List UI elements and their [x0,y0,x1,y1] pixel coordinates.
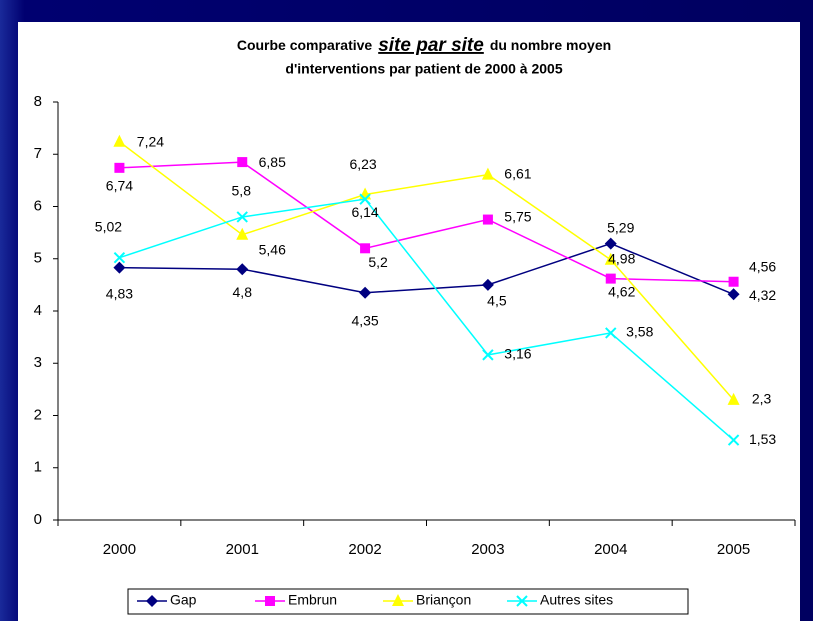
data-label: 7,24 [137,133,164,149]
data-point [236,227,249,240]
data-point [481,167,494,180]
data-point [359,193,371,205]
legend-marker [265,596,275,606]
series-line [119,198,735,441]
data-label: 3,58 [626,324,653,340]
data-point [360,243,371,254]
data-point [605,273,616,284]
legend-marker [146,595,158,607]
data-point [605,327,617,339]
data-label: 6,14 [351,204,378,220]
title-emphasis: site par site [378,35,484,56]
data-point [728,276,739,287]
chart-title: Courbe comparative site par site du nombre… [237,35,611,56]
data-point [604,237,617,250]
data-label: 4,35 [351,312,378,328]
data-point [114,162,125,173]
data-label: 6,74 [106,178,133,194]
y-tick-label: 5 [34,250,42,267]
y-tick-label: 6 [34,197,42,214]
y-tick-label: 0 [34,511,42,528]
data-label: 2,3 [752,391,772,407]
x-tick-label: 2000 [103,541,136,558]
data-point [727,288,740,301]
data-label: 5,29 [607,219,634,235]
data-point [237,157,248,168]
y-tick-label: 7 [34,145,42,162]
series-line [118,141,735,401]
x-tick-label: 2002 [348,541,381,558]
data-point [482,214,493,225]
x-tick-label: 2004 [594,541,627,558]
data-label: 1,53 [749,431,776,447]
data-label: 4,56 [749,258,776,274]
data-label: 4,8 [233,284,253,300]
data-label: 4,5 [487,293,507,309]
data-point [727,392,740,405]
data-point [113,134,126,147]
data-label: 3,16 [504,346,531,362]
data-point [113,251,126,264]
legend-marker [392,594,404,606]
series-line [119,242,734,295]
y-tick-label: 2 [34,406,42,423]
data-point [359,286,372,299]
series-line [119,161,734,283]
data-label: 5,46 [259,241,286,257]
data-label: 5,75 [504,208,531,224]
chart-title-line2: d'interventions par patient de 2000 à 20… [285,61,562,77]
data-label: 5,8 [232,183,252,199]
data-point [481,278,494,291]
title-prefix: Courbe comparative [237,37,373,53]
data-point [727,434,740,446]
chart-area [18,22,800,621]
data-label: 6,85 [259,154,286,170]
data-point [113,261,126,274]
data-label: 6,61 [504,165,531,181]
y-tick-label: 1 [34,459,42,476]
data-label: 4,62 [608,283,635,299]
legend-marker [516,595,528,607]
legend-label: Briançon [416,592,471,608]
data-point [604,252,617,265]
data-label: 5,2 [368,254,388,270]
x-tick-label: 2005 [717,541,750,558]
data-label: 6,23 [349,156,376,172]
y-tick-label: 3 [34,354,42,371]
data-label: 5,02 [95,218,122,234]
x-tick-label: 2001 [226,541,259,558]
legend-label: Embrun [288,592,337,608]
x-tick-label: 2003 [471,541,504,558]
data-label: 4,32 [749,287,776,303]
legend-label: Gap [170,592,197,608]
data-point [482,349,494,361]
data-point [236,211,248,223]
y-tick-label: 8 [34,93,42,110]
legend-label: Autres sites [540,592,613,608]
data-label: 4,98 [608,250,635,266]
data-point [236,263,249,276]
data-label: 4,83 [106,285,133,301]
title-suffix: du nombre moyen [490,37,611,53]
y-tick-label: 4 [34,302,42,319]
